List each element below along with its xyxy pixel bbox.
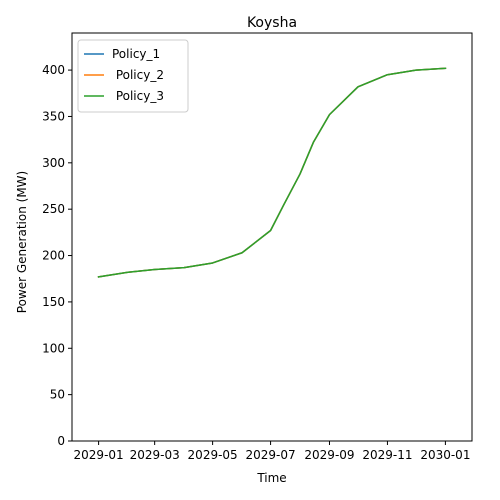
x-tick-label: 2029-09 xyxy=(304,448,354,462)
x-tick-label: 2029-05 xyxy=(188,448,238,462)
legend: Policy_1 Policy_2 Policy_3 xyxy=(78,40,188,112)
y-tick-label: 350 xyxy=(42,109,65,123)
y-tick-label: 400 xyxy=(42,63,65,77)
x-tick-label: 2029-11 xyxy=(362,448,412,462)
legend-label-3: Policy_3 xyxy=(112,89,164,103)
y-tick-label: 50 xyxy=(50,388,65,402)
x-tick-label: 2029-01 xyxy=(74,448,124,462)
legend-label-1: Policy_1 xyxy=(112,47,160,61)
x-axis-label: Time xyxy=(256,471,286,485)
y-axis-label: Power Generation (MW) xyxy=(15,171,29,313)
x-tick-label: 2030-01 xyxy=(420,448,470,462)
y-tick-label: 300 xyxy=(42,156,65,170)
chart-title: Koysha xyxy=(247,15,297,31)
x-tick-label: 2029-07 xyxy=(246,448,296,462)
y-tick-label: 0 xyxy=(57,434,65,448)
y-tick-label: 200 xyxy=(42,249,65,263)
y-tick-label: 150 xyxy=(42,295,65,309)
legend-label-2: Policy_2 xyxy=(112,68,164,82)
x-tick-label: 2029-03 xyxy=(130,448,180,462)
y-tick-label: 100 xyxy=(42,341,65,355)
y-tick-label: 250 xyxy=(42,202,65,216)
